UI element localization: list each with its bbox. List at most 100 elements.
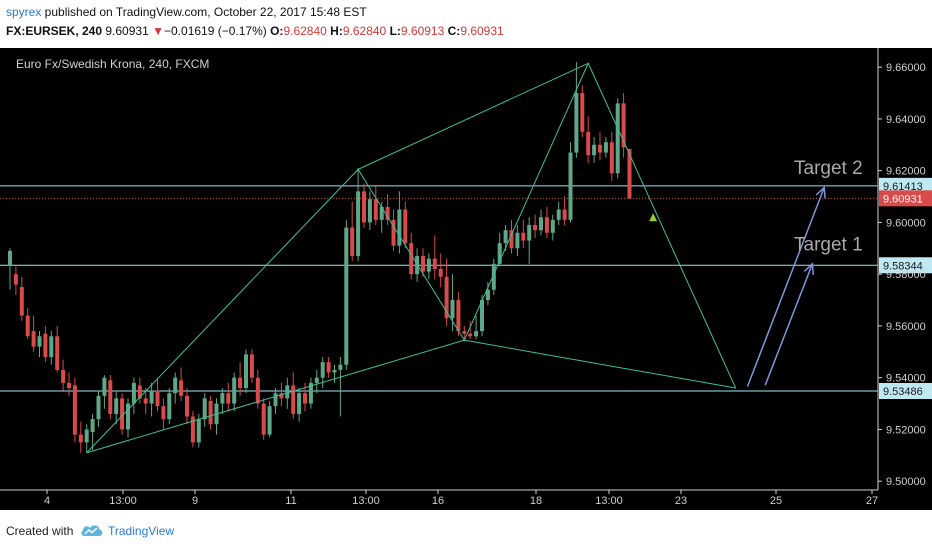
candle-body	[143, 398, 148, 404]
candle-body	[544, 217, 549, 233]
candle-body	[444, 276, 449, 319]
candle-body	[550, 219, 555, 233]
candle-body	[474, 331, 479, 337]
close-value: 9.60931	[460, 24, 504, 38]
candle-body	[291, 385, 296, 414]
candle-body	[332, 369, 337, 373]
candle-body	[592, 144, 597, 156]
x-tick-label: 25	[770, 495, 782, 507]
candle-body	[409, 243, 414, 275]
y-tick-label: 9.54000	[886, 373, 926, 385]
candle-body	[137, 385, 142, 399]
candle-body	[232, 377, 237, 404]
candle-body	[598, 144, 602, 153]
candle-body	[25, 315, 30, 337]
candle-body	[621, 103, 626, 148]
candle-body	[320, 362, 325, 378]
y-tick-label: 9.62000	[886, 166, 926, 178]
candle-body	[167, 393, 172, 420]
down-arrow-icon: ▼	[152, 24, 164, 38]
candle-body	[314, 377, 319, 383]
candle-body	[173, 377, 178, 394]
candle-body	[285, 385, 290, 399]
x-tick-label: 23	[675, 495, 687, 507]
candle-body	[279, 393, 284, 399]
candle-body	[356, 191, 361, 257]
candle-body	[391, 219, 396, 246]
y-tick-label: 9.50000	[886, 476, 926, 488]
target-arrow-head	[803, 262, 815, 275]
x-tick-label: 9	[192, 495, 198, 507]
candle-body	[120, 398, 125, 430]
low-label: L:	[389, 24, 401, 38]
high-value: 9.62840	[342, 24, 387, 38]
candle-body	[497, 243, 502, 264]
candle-body	[521, 232, 526, 241]
candle-body	[43, 333, 48, 357]
candle-body	[308, 382, 313, 404]
close-label: C:	[447, 24, 461, 38]
target-arrow-shaft	[764, 263, 814, 386]
candle-body	[326, 362, 331, 373]
symbol-label: FX:EURSEK, 240	[6, 24, 103, 38]
candle-body	[155, 390, 160, 407]
harmonic-pattern	[86, 62, 737, 454]
candle-body	[297, 393, 302, 414]
author-link[interactable]: spyrex	[6, 5, 42, 19]
candle-body	[55, 336, 60, 370]
horizontal-levels: 9.61413 9.58344 9.53486 9.60931	[0, 177, 932, 399]
x-tick-label: 4	[44, 495, 50, 507]
candle-body	[515, 232, 520, 249]
candle-body	[131, 382, 136, 404]
candle-body	[373, 199, 378, 220]
level-price-label: 9.61413	[883, 181, 923, 193]
x-tick-label: 13:00	[109, 495, 137, 507]
created-with-text: Created with	[6, 524, 74, 538]
candle-body	[491, 263, 496, 290]
y-tick-label: 9.60000	[886, 217, 926, 229]
candle-body	[403, 209, 408, 244]
candle-body	[202, 398, 207, 420]
candle-body	[362, 191, 366, 223]
candle-body	[273, 393, 278, 407]
target-label: Target 2	[794, 158, 863, 179]
candle-body	[8, 250, 12, 266]
candle-body	[421, 256, 425, 272]
tradingview-brand[interactable]: TradingView	[108, 524, 175, 538]
low-value: 9.60913	[400, 24, 445, 38]
candle-body	[344, 227, 349, 365]
candle-body	[84, 429, 89, 443]
candle-body	[533, 225, 538, 231]
open-label: O:	[270, 24, 284, 38]
candle-body	[438, 269, 443, 277]
candle-body	[426, 258, 431, 272]
level-price-label: 9.58344	[883, 260, 923, 272]
candle-body	[96, 395, 101, 420]
candle-body	[208, 400, 213, 425]
y-tick-label: 9.56000	[886, 321, 926, 333]
candle-body	[238, 377, 243, 389]
candle-body	[615, 103, 620, 174]
candle-body	[379, 206, 384, 220]
tradingview-cloud-icon	[81, 525, 103, 536]
candle-body	[385, 206, 390, 220]
candle-body	[61, 369, 66, 383]
candle-body	[485, 289, 490, 301]
publish-text: published on TradingView.com, October 22…	[41, 5, 367, 19]
level-price-label: 9.53486	[883, 386, 923, 398]
chart-title: Euro Fx/Swedish Krona, 240, FXCM	[16, 57, 209, 71]
candle-body	[19, 287, 24, 316]
candle-body	[462, 331, 467, 334]
candle-body	[432, 258, 437, 269]
target-arrow-head	[815, 185, 826, 199]
signal-triangle	[649, 213, 658, 222]
y-tick-label: 9.58000	[886, 269, 926, 281]
x-tick-label: 11	[285, 495, 296, 507]
candle-body	[527, 225, 532, 241]
candle-body	[72, 385, 77, 435]
last-price: 9.60931	[105, 24, 149, 38]
candle-body	[226, 393, 231, 404]
target-arrows: Target 2 Target 1	[746, 158, 863, 387]
candle-body	[13, 274, 18, 285]
